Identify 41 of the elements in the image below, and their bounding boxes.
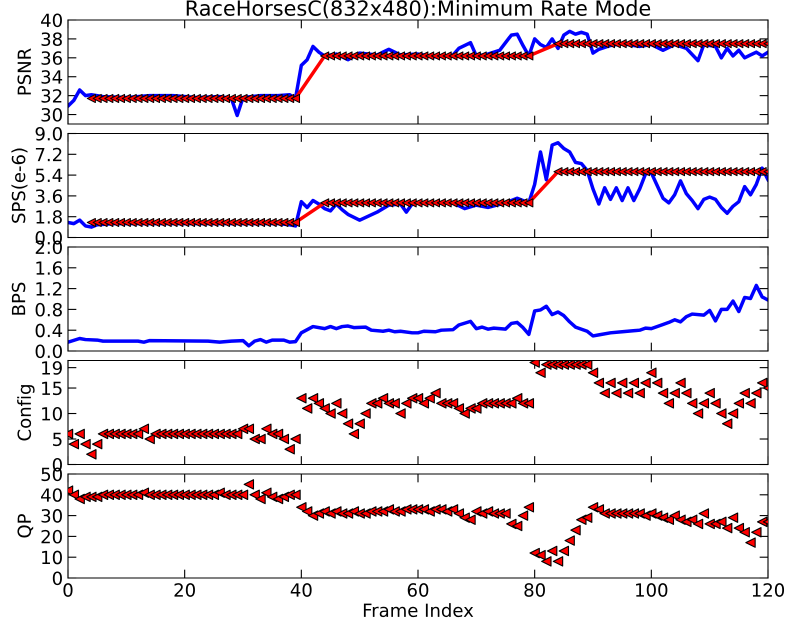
y-axis-title: Config (17, 385, 35, 440)
x-tick-label: 100 (636, 583, 668, 597)
y-tick-label: 1.6 (36, 261, 62, 275)
y-tick-label: 0.4 (36, 324, 62, 338)
y-tick-label: 30 (42, 509, 62, 523)
y-tick-label: 40 (41, 488, 62, 502)
y-tick-label: 15 (42, 382, 62, 396)
y-axis-title: QP (17, 514, 34, 538)
y-tick-label: 7.2 (36, 148, 62, 162)
x-tick-label: 40 (290, 583, 312, 597)
x-tick-label: 20 (174, 583, 195, 597)
y-tick-label: 10 (42, 550, 62, 564)
y-tick-label: 9.0 (36, 126, 62, 141)
y-tick-label: 5.4 (36, 168, 62, 182)
y-tick-label: 19 (42, 361, 62, 375)
y-tick-label: 30 (42, 108, 62, 122)
x-tick-label: 60 (408, 583, 428, 597)
x-tick-label: 120 (752, 583, 784, 597)
y-tick-label: 1.8 (36, 210, 62, 224)
y-tick-label: 0.8 (36, 302, 62, 317)
y-tick-label: 38 (42, 32, 62, 46)
chart-title: RaceHorsesC(832x480):Minimum Rate Mode (186, 0, 650, 18)
x-tick-label: 80 (524, 583, 545, 597)
x-tick-label: 0 (63, 583, 73, 597)
y-tick-label: 5 (53, 432, 62, 446)
line-series (68, 284, 768, 348)
y-tick-label: 40 (41, 13, 62, 28)
line-series (68, 30, 768, 118)
y-axis-title: SPS(e-6) (11, 148, 28, 223)
y-tick-label: 20 (41, 530, 62, 544)
y-axis-title: BPS (12, 282, 26, 315)
y-tick-label: 3.6 (36, 189, 62, 204)
y-tick-label: 0.0 (36, 344, 62, 358)
y-tick-label: 32 (42, 89, 62, 103)
x-axis-title: Frame Index (364, 603, 474, 618)
y-tick-label: 0 (52, 571, 62, 586)
y-axis-title: PSNR (17, 48, 32, 94)
y-tick-label: 1.2 (36, 282, 62, 296)
y-tick-label: 36 (42, 51, 62, 65)
y-tick-label: 10 (42, 406, 62, 421)
y-tick-label: 34 (42, 70, 62, 84)
